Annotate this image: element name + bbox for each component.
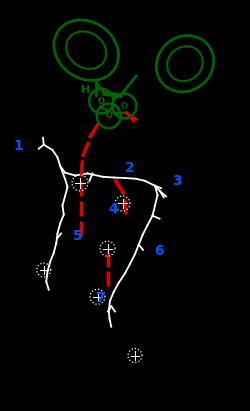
Text: O: O <box>105 111 112 120</box>
Text: 2: 2 <box>125 161 135 175</box>
Text: H: H <box>81 85 90 95</box>
Text: 7: 7 <box>95 291 104 305</box>
Text: 1: 1 <box>14 139 24 153</box>
Text: O: O <box>121 102 128 111</box>
Text: 3: 3 <box>172 174 182 188</box>
Text: 4: 4 <box>109 202 118 216</box>
Text: O: O <box>98 97 105 106</box>
Text: 5: 5 <box>72 229 82 243</box>
Text: 6: 6 <box>154 244 164 258</box>
